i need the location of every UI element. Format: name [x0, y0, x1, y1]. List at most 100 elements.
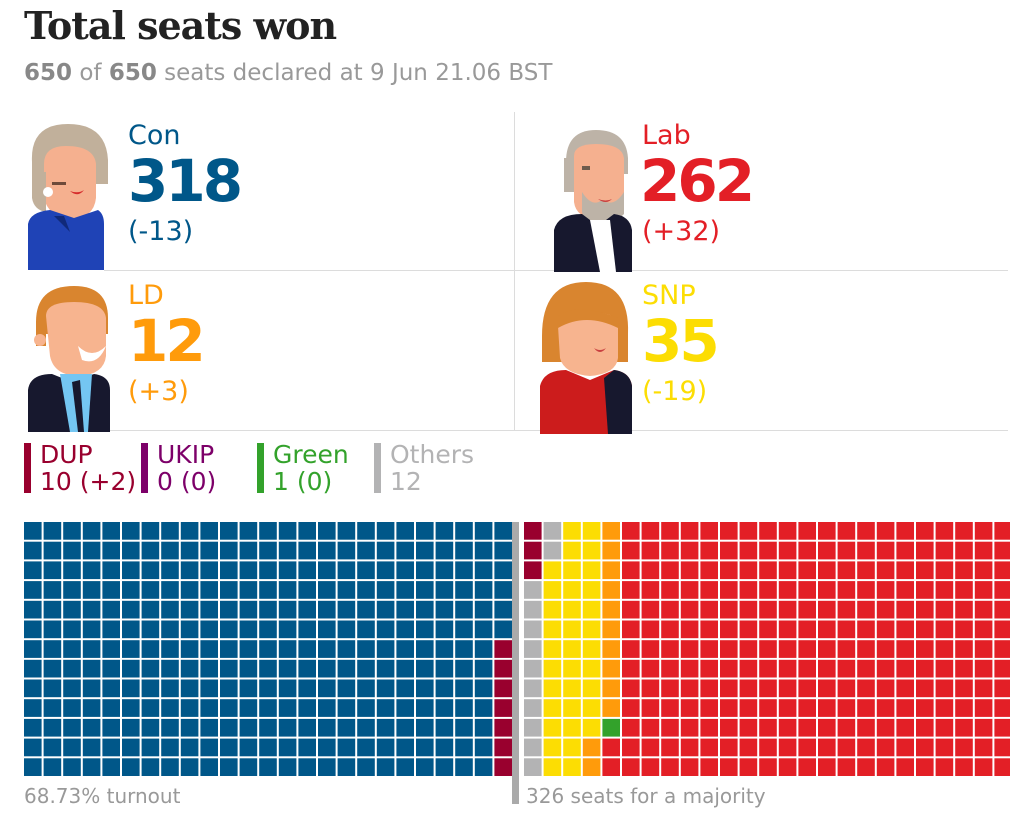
- seat-cell-lab: [935, 738, 954, 757]
- seat-cell-lab: [680, 640, 699, 658]
- seat-cell-lab: [739, 640, 758, 658]
- seat-cell-con: [180, 541, 199, 560]
- seat-cell-lab: [622, 561, 640, 580]
- others-color-bar: [374, 443, 381, 493]
- seat-cell-snp: [563, 659, 581, 678]
- seat-cell-con: [82, 659, 101, 678]
- seat-cell-con: [435, 679, 454, 698]
- seat-cell-ld: [602, 541, 620, 560]
- seat-cell-lab: [857, 738, 875, 757]
- seat-cell-lab: [641, 640, 660, 658]
- seat-cell-con: [161, 699, 179, 717]
- seat-cell-dup: [494, 640, 512, 658]
- seat-cell-lab: [798, 758, 816, 776]
- seat-cell-con: [24, 718, 42, 737]
- seat-cell-con: [180, 659, 199, 678]
- seat-cell-con: [455, 600, 473, 619]
- seat-cell-lab: [700, 522, 718, 540]
- seat-cell-lab: [739, 600, 758, 619]
- seat-cell-lab: [700, 581, 718, 599]
- seat-cell-con: [435, 758, 454, 776]
- seat-cell-lab: [955, 699, 973, 717]
- seat-cell-lab: [857, 541, 875, 560]
- seat-cell-others: [524, 600, 542, 619]
- seat-cell-snp: [582, 640, 601, 658]
- seat-cell-con: [200, 738, 218, 757]
- seat-cell-con: [318, 640, 336, 658]
- seat-cell-lab: [935, 718, 954, 737]
- seat-cell-lab: [602, 758, 620, 776]
- seat-cell-lab: [641, 600, 660, 619]
- seat-cell-lab: [916, 581, 934, 599]
- seat-cell-con: [357, 640, 375, 658]
- seat-cell-con: [220, 659, 238, 678]
- seat-cell-con: [357, 620, 375, 639]
- seat-cell-con: [435, 640, 454, 658]
- seat-cell-lab: [876, 640, 895, 658]
- seat-cell-lab: [896, 620, 914, 639]
- minor-party-name: Others: [390, 440, 475, 469]
- seat-cell-con: [337, 640, 356, 658]
- seat-cell-con: [220, 758, 238, 776]
- seat-cell-lab: [916, 758, 934, 776]
- seat-cell-con: [259, 758, 277, 776]
- seat-cell-con: [239, 640, 258, 658]
- seat-cell-lab: [837, 659, 856, 678]
- seat-cell-con: [474, 620, 493, 639]
- seat-cell-con: [396, 561, 414, 580]
- party-seats-snp: 35: [642, 307, 720, 375]
- seat-cell-con: [396, 738, 414, 757]
- seat-cell-con: [24, 758, 42, 776]
- seat-cell-con: [376, 679, 395, 698]
- seat-cell-lab: [680, 541, 699, 560]
- seat-cell-lab: [916, 659, 934, 678]
- seat-cell-con: [298, 541, 316, 560]
- seat-cell-con: [161, 640, 179, 658]
- seat-cell-lab: [720, 640, 738, 658]
- seat-cell-others: [524, 640, 542, 658]
- seat-cell-lab: [739, 699, 758, 717]
- seat-cell-con: [259, 699, 277, 717]
- seat-cell-con: [298, 561, 316, 580]
- seat-cell-ld: [602, 659, 620, 678]
- seat-cell-con: [24, 738, 42, 757]
- jeremy-corbyn-avatar: [554, 130, 632, 272]
- seat-cell-lab: [778, 659, 797, 678]
- seat-cell-lab: [661, 718, 679, 737]
- seat-cell-lab: [661, 620, 679, 639]
- seat-cell-dup: [494, 758, 512, 776]
- seat-cell-lab: [955, 561, 973, 580]
- seat-cell-others: [524, 581, 542, 599]
- seat-cell-con: [122, 699, 140, 717]
- seat-cell-con: [396, 659, 414, 678]
- seat-cell-con: [435, 699, 454, 717]
- seat-cell-con: [63, 718, 81, 737]
- seat-cell-con: [376, 659, 395, 678]
- seat-cell-lab: [661, 541, 679, 560]
- seat-cell-snp: [563, 600, 581, 619]
- seat-cell-lab: [876, 679, 895, 698]
- seat-cell-con: [63, 738, 81, 757]
- seat-cell-lab: [974, 718, 993, 737]
- seat-cell-lab: [876, 522, 895, 540]
- seat-cell-con: [298, 640, 316, 658]
- seat-cell-con: [416, 522, 434, 540]
- seat-cell-con: [43, 541, 62, 560]
- seat-cell-con: [141, 600, 160, 619]
- seat-cell-con: [396, 699, 414, 717]
- seat-cell-con: [455, 541, 473, 560]
- seat-cell-lab: [876, 561, 895, 580]
- seat-cell-con: [102, 581, 120, 599]
- seat-cell-lab: [759, 541, 777, 560]
- seat-cell-con: [141, 541, 160, 560]
- seat-cell-con: [239, 659, 258, 678]
- party-change-snp: (-19): [642, 376, 708, 407]
- seat-cell-con: [239, 541, 258, 560]
- seat-cell-con: [82, 541, 101, 560]
- seat-cell-con: [200, 699, 218, 717]
- seat-cell-lab: [759, 699, 777, 717]
- seat-cell-con: [278, 561, 297, 580]
- seat-cell-con: [376, 600, 395, 619]
- seat-cell-lab: [916, 561, 934, 580]
- seat-cell-lab: [680, 718, 699, 737]
